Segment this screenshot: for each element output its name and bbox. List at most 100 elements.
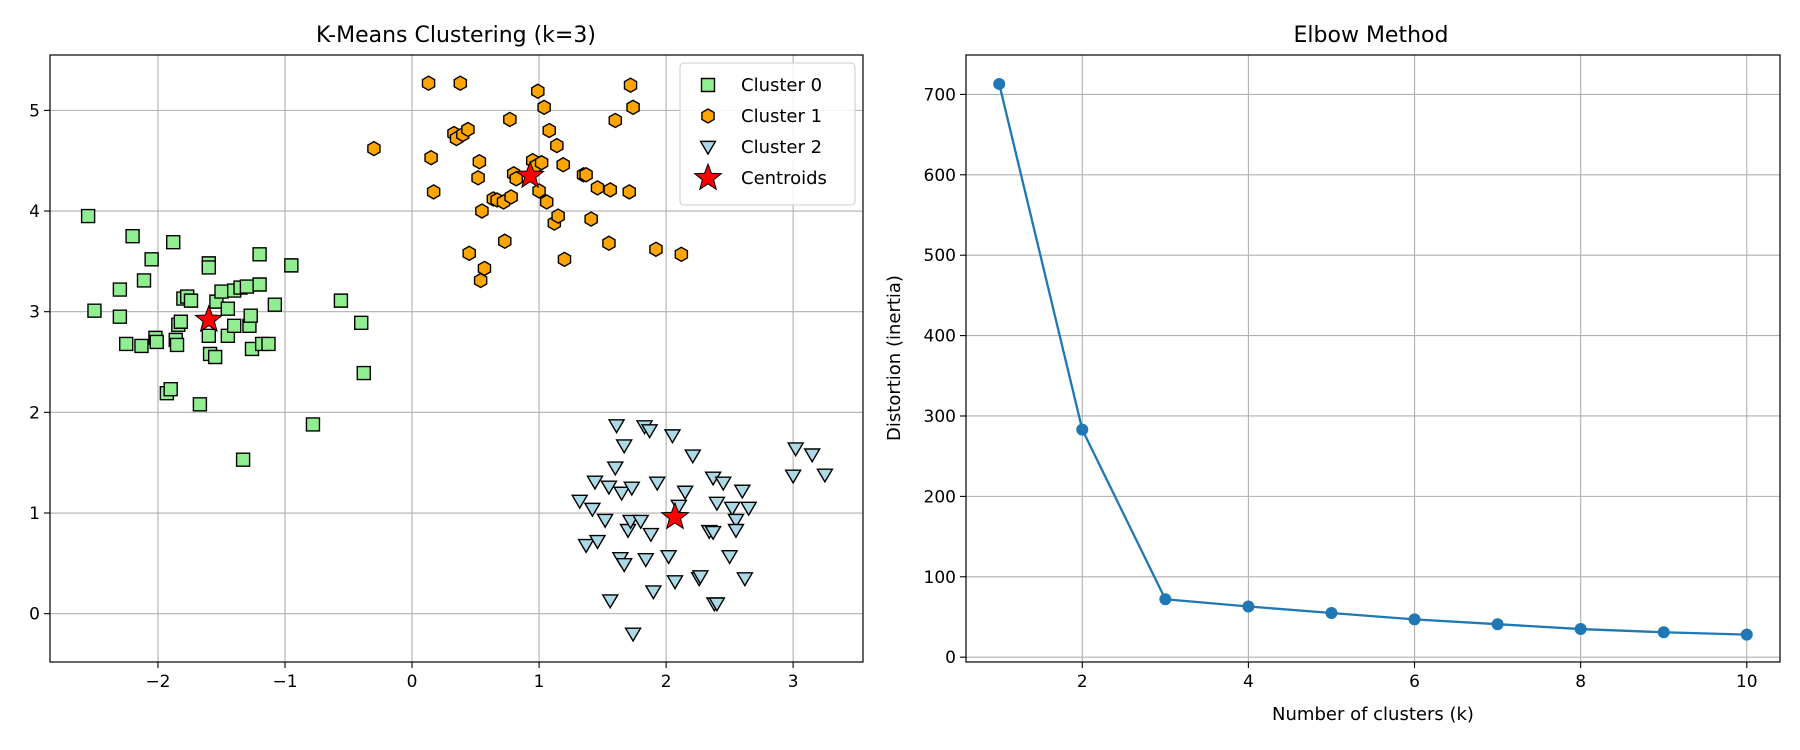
cluster-0-point	[87, 303, 102, 318]
cluster-2-point	[659, 549, 678, 565]
elbow-point	[1491, 618, 1504, 631]
elbow-point	[1159, 593, 1172, 606]
cluster-1-point	[579, 166, 593, 183]
cluster-2-point	[631, 514, 650, 530]
cluster-1-point	[477, 260, 492, 277]
cluster-0-point	[356, 365, 371, 381]
cluster-1-point	[608, 112, 623, 129]
cluster-2-point	[648, 476, 666, 492]
cluster-2-point	[736, 572, 754, 587]
cluster-2-point	[786, 442, 805, 458]
cluster-1-point	[461, 121, 475, 138]
cluster-0-point	[333, 293, 349, 308]
cluster-0-point	[119, 336, 134, 352]
cluster-0-point	[261, 336, 276, 352]
cluster-2-point	[816, 468, 834, 484]
cluster-0-point	[354, 315, 369, 330]
cluster-2-point	[624, 627, 642, 643]
kmeans-x-tick-label: 3	[788, 672, 799, 692]
cluster-1-point	[453, 75, 468, 91]
cluster-1-point	[649, 241, 663, 258]
cluster-1-point	[626, 99, 640, 116]
cluster-0-point	[284, 258, 299, 273]
cluster-1-point	[367, 140, 381, 157]
elbow-grid	[966, 55, 1780, 662]
cluster-0-point	[173, 314, 189, 329]
elbow-y-tick-label: 300	[924, 407, 956, 427]
cluster-2-point	[704, 525, 722, 541]
cluster-2-point	[623, 481, 641, 497]
cluster-0-point	[144, 252, 159, 267]
cluster-2-point	[637, 552, 655, 568]
elbow-x-tick-label: 6	[1409, 672, 1420, 692]
elbow-point	[993, 77, 1006, 90]
elbow-y-tick-label: 700	[924, 85, 956, 105]
cluster-1-point	[534, 154, 549, 171]
cluster-2-point	[586, 475, 604, 491]
cluster-2-point	[644, 585, 663, 601]
cluster-0-point	[220, 301, 236, 316]
centroids-point	[515, 160, 545, 189]
legend-swatch-centroids	[693, 162, 723, 191]
cluster-0-point	[207, 349, 223, 365]
kmeans-x-tick-label: −1	[272, 672, 297, 692]
cluster-0-point	[169, 337, 185, 353]
cluster-1-point	[532, 183, 546, 199]
elbow-y-tick-label: 500	[924, 246, 956, 266]
cluster-1-point	[584, 211, 598, 227]
cluster-1-point	[674, 246, 689, 263]
cluster-2-point	[606, 461, 625, 477]
kmeans-legend: Cluster 0 Cluster 1 Cluster 2 Centroids	[679, 62, 856, 206]
legend-swatch-cluster-2	[699, 140, 717, 156]
cluster-2-point	[607, 419, 626, 434]
cluster-0-point	[305, 417, 321, 432]
series-centroids	[194, 160, 690, 530]
cluster-1-point	[475, 203, 489, 219]
kmeans-y-tick-label: 4	[29, 202, 40, 222]
elbow-panel: Elbow Method 2 4 6 8 10010020030040050060070…	[884, 23, 1781, 725]
cluster-1-point	[542, 122, 556, 139]
elbow-point	[1076, 423, 1089, 436]
series-cluster-2	[570, 419, 834, 643]
cluster-1-point	[537, 99, 551, 116]
cluster-0-point	[226, 318, 242, 333]
kmeans-x-tick-label: 2	[661, 672, 672, 692]
cluster-1-point	[603, 182, 617, 198]
cluster-0-point	[235, 452, 251, 467]
elbow-point	[1408, 613, 1421, 626]
cluster-1-point	[531, 83, 545, 100]
cluster-0-point	[252, 277, 267, 292]
cluster-0-point	[239, 279, 255, 294]
cluster-1-point	[504, 189, 518, 205]
cluster-1-point	[550, 137, 564, 154]
legend-label-cluster-0: Cluster 0	[741, 75, 822, 96]
centroids-point	[660, 501, 690, 530]
elbow-line	[998, 83, 1747, 636]
cluster-1-point	[622, 184, 637, 200]
cluster-2-point	[615, 558, 633, 573]
legend-label-centroids: Centroids	[741, 168, 827, 189]
cluster-1-point	[421, 75, 436, 91]
cluster-2-point	[588, 534, 607, 550]
cluster-2-point	[570, 494, 589, 510]
cluster-1-point	[472, 153, 487, 170]
elbow-y-tick-label: 0	[945, 648, 956, 668]
elbow-x-tick-label: 10	[1736, 672, 1758, 692]
kmeans-y-tick-label: 2	[29, 403, 40, 423]
elbow-y-tick-label: 200	[924, 487, 956, 507]
cluster-1-point	[462, 245, 476, 262]
cluster-2-point	[691, 570, 710, 585]
cluster-2-point	[714, 476, 732, 492]
cluster-0-point	[183, 293, 199, 308]
cluster-1-point	[590, 180, 605, 196]
cluster-0-point	[134, 338, 149, 354]
elbow-y-tick-label: 400	[924, 327, 956, 347]
cluster-0-point	[192, 397, 208, 412]
elbow-point	[1242, 600, 1255, 613]
cluster-0-point	[166, 235, 181, 250]
cluster-0-point	[125, 228, 140, 244]
legend-swatch-cluster-0	[700, 77, 716, 93]
kmeans-axes-frame	[49, 54, 864, 663]
elbow-point	[1740, 628, 1753, 641]
cluster-1-point	[623, 77, 638, 94]
